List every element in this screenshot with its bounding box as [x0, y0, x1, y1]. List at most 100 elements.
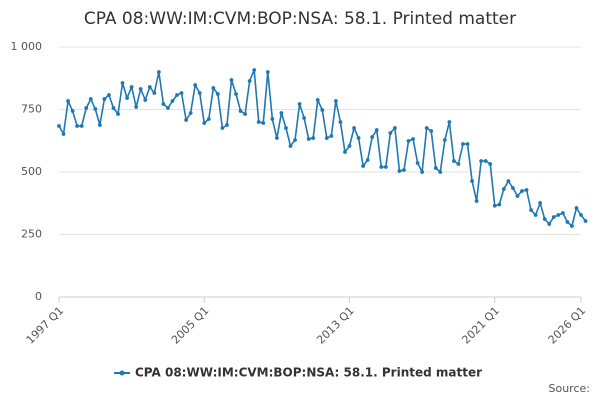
data-point [120, 81, 125, 85]
data-point [479, 159, 484, 163]
data-point [583, 219, 588, 223]
x-tick-label: 2005 Q1 [169, 304, 212, 347]
legend-marker [119, 370, 125, 376]
data-point [370, 135, 375, 139]
data-point [116, 112, 120, 116]
x-tick-label: 2021 Q1 [459, 304, 502, 347]
data-point [129, 85, 134, 89]
x-tick-label: 1997 Q1 [24, 304, 67, 347]
data-point [356, 136, 361, 140]
data-point [456, 162, 461, 166]
x-tick-label: 2026 Q1 [546, 304, 589, 347]
data-point [411, 137, 415, 141]
data-point [252, 68, 257, 72]
data-point [111, 106, 116, 110]
data-point [147, 85, 152, 89]
data-point [565, 220, 570, 224]
series-line [58, 69, 587, 228]
data-point [320, 108, 325, 112]
data-point [347, 144, 352, 148]
data-point [297, 102, 302, 106]
data-point [125, 96, 129, 100]
data-point [166, 106, 170, 110]
data-point [529, 208, 533, 212]
data-point [333, 99, 338, 103]
x-tick-label: 2013 Q1 [314, 304, 357, 347]
data-point [533, 213, 538, 217]
data-point [70, 109, 75, 113]
data-point [542, 217, 547, 221]
data-point [461, 142, 465, 146]
data-point [397, 169, 402, 173]
data-point [93, 107, 98, 111]
data-point [402, 168, 406, 172]
data-point [279, 111, 284, 115]
data-point [447, 120, 452, 124]
chart-title: CPA 08:WW:IM:CVM:BOP:NSA: 58.1. Printed … [84, 9, 516, 29]
data-point [392, 126, 397, 130]
data-point [184, 118, 188, 122]
data-point [79, 124, 84, 128]
data-point [547, 222, 552, 226]
data-point [374, 128, 379, 132]
data-point [193, 83, 198, 87]
data-point [234, 92, 238, 96]
data-point [560, 211, 565, 215]
data-point [57, 124, 61, 128]
data-point [66, 99, 70, 103]
data-point [438, 170, 443, 174]
data-point [107, 93, 111, 97]
y-tick-label: 750 [21, 103, 42, 116]
data-point [452, 159, 456, 163]
data-point [170, 99, 175, 103]
data-point [465, 142, 470, 146]
data-point [474, 199, 479, 203]
data-point [442, 138, 447, 142]
source: Source: [549, 382, 591, 395]
data-point [361, 164, 366, 168]
data-point [134, 105, 139, 109]
data-point [202, 121, 207, 125]
data-point [329, 134, 334, 138]
data-point [415, 161, 420, 165]
data-point [175, 93, 179, 97]
data-point [429, 129, 434, 133]
data-point [138, 87, 143, 91]
data-point [206, 117, 211, 121]
data-point [265, 70, 270, 74]
data-point [524, 188, 529, 192]
data-point [152, 91, 157, 95]
data-point [229, 78, 234, 82]
data-point [311, 136, 316, 140]
data-point [188, 111, 193, 115]
data-point [574, 206, 579, 210]
data-point [225, 123, 229, 127]
data-point [270, 117, 275, 121]
data-point [75, 124, 80, 128]
data-point [238, 109, 243, 113]
data-point [243, 112, 248, 116]
data-point [247, 79, 252, 83]
data-point [338, 120, 343, 124]
data-point [306, 137, 311, 141]
data-point [343, 150, 347, 154]
data-point [383, 165, 388, 169]
data-point [256, 120, 261, 124]
data-point [497, 202, 502, 207]
data-point [556, 213, 561, 217]
data-point [302, 116, 307, 120]
data-point [365, 158, 370, 162]
data-point [483, 159, 488, 163]
data-point [215, 92, 220, 96]
data-point [352, 126, 356, 130]
data-point [102, 97, 107, 101]
data-point [520, 189, 524, 193]
data-point [97, 123, 102, 127]
data-point [197, 91, 202, 95]
data-point [501, 187, 506, 191]
data-point [143, 98, 148, 102]
data-point [220, 126, 225, 130]
data-point [84, 106, 89, 110]
data-point [488, 162, 493, 166]
